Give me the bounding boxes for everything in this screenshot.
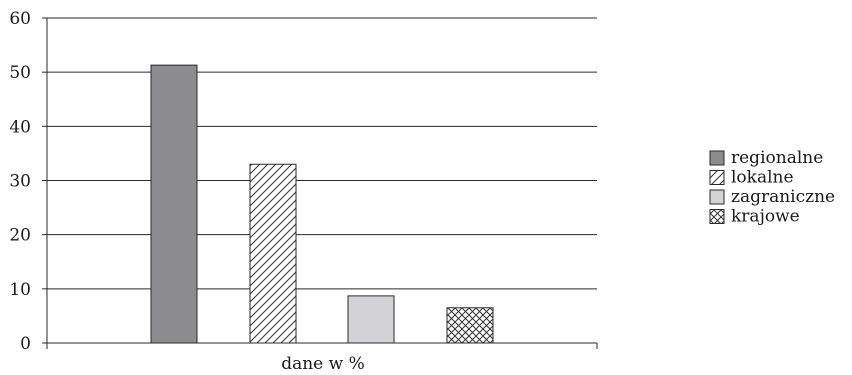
bars bbox=[150, 64, 494, 344]
bar-zagraniczne bbox=[347, 295, 395, 344]
legend-swatch-krajowe bbox=[709, 209, 725, 224]
x-axis-label: dane w % bbox=[281, 354, 365, 374]
legend-label-lokalne: lokalne bbox=[731, 168, 794, 188]
y-tick-label: 50 bbox=[9, 63, 31, 83]
y-tick-label: 60 bbox=[9, 9, 31, 29]
legend-swatch-lokalne bbox=[709, 170, 725, 185]
bar-krajowe bbox=[446, 307, 494, 344]
axes bbox=[46, 18, 598, 349]
y-tick-label: 0 bbox=[20, 334, 31, 354]
y-tick-label: 10 bbox=[9, 280, 31, 300]
legend-swatch-regionalne bbox=[709, 150, 725, 166]
bar-regionalne bbox=[150, 64, 198, 344]
gridlines bbox=[47, 17, 597, 290]
y-axis-ticks: 0 10 20 30 40 50 60 bbox=[9, 9, 47, 354]
y-tick-label: 30 bbox=[9, 172, 31, 192]
bar-lokalne bbox=[249, 163, 297, 344]
y-tick-label: 20 bbox=[9, 226, 31, 246]
legend-label-zagraniczne: zagraniczne bbox=[731, 187, 835, 207]
legend-label-krajowe: krajowe bbox=[731, 207, 800, 227]
legend-label-regionalne: regionalne bbox=[731, 148, 823, 168]
legend-swatch-zagraniczne bbox=[709, 189, 725, 205]
y-tick-label: 40 bbox=[9, 117, 31, 137]
